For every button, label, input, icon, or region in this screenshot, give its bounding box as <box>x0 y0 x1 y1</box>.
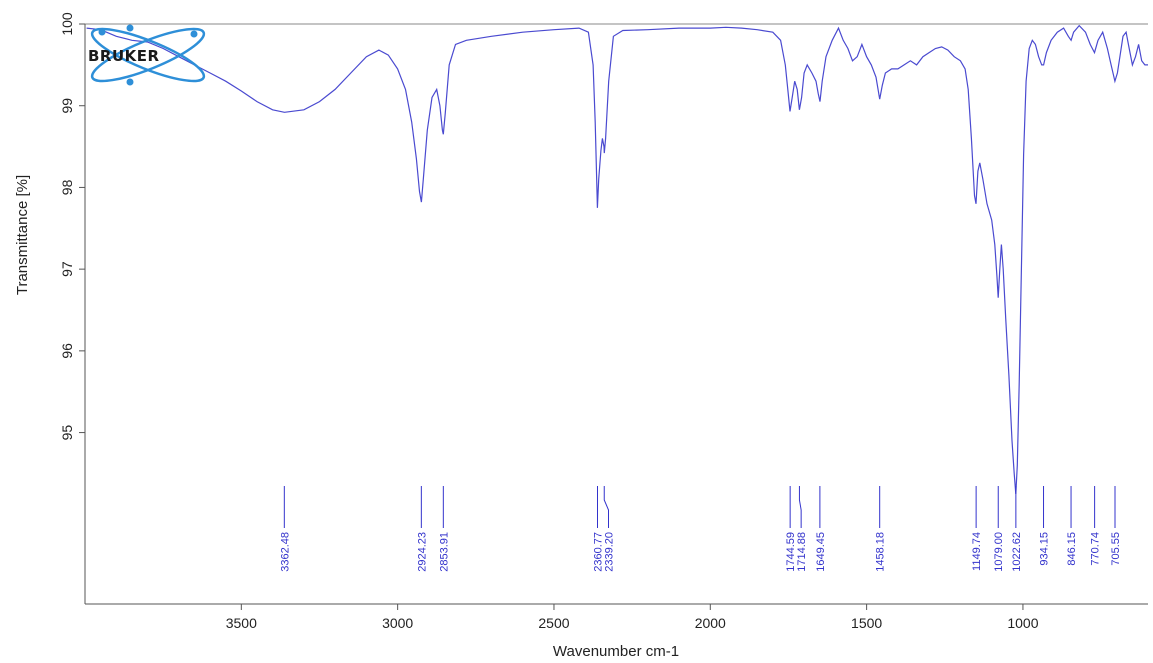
logo-electron <box>126 24 134 32</box>
logo-orbit <box>90 27 206 83</box>
peak-label: 3362.48 <box>279 532 291 572</box>
peak-markers: 3362.48 2924.23 2853.91 2360.77 2339.20 1744.… <box>279 486 1122 572</box>
peak-marker-line <box>798 486 802 528</box>
x-axis-ticks: 3500 3000 2500 2000 1500 1000 <box>226 604 1039 631</box>
y-tick-label: 95 <box>59 425 75 441</box>
plot-frame <box>84 23 1148 605</box>
peak-marker-line <box>603 486 609 528</box>
x-tick-label: 1000 <box>1007 615 1038 631</box>
y-tick-label: 96 <box>59 343 75 359</box>
x-tick-label: 3500 <box>226 615 257 631</box>
peak-label: 934.15 <box>1039 532 1051 566</box>
y-tick-label: 98 <box>59 179 75 195</box>
spectrum-line <box>86 24 1148 494</box>
y-tick-label: 100 <box>59 12 75 36</box>
peak-label: 1714.88 <box>796 532 808 572</box>
logo-text: BRUKER <box>88 47 160 65</box>
peak-label: 2853.91 <box>438 532 450 572</box>
logo-electron <box>98 28 106 36</box>
peak-label: 2924.23 <box>416 532 428 572</box>
x-tick-label: 2000 <box>695 615 726 631</box>
logo-electron <box>126 78 134 86</box>
logo-orbit <box>90 27 206 83</box>
peak-label: 1649.45 <box>815 532 827 572</box>
x-tick-label: 3000 <box>382 615 413 631</box>
peak-label: 1458.18 <box>875 532 887 572</box>
x-tick-label: 2500 <box>538 615 569 631</box>
peak-label: 1744.59 <box>785 532 797 572</box>
y-tick-label: 99 <box>59 98 75 114</box>
bruker-logo: BRUKER <box>88 24 206 86</box>
peak-label: 846.15 <box>1066 532 1078 566</box>
x-axis-label: Wavenumber cm-1 <box>553 643 679 660</box>
peak-label: 1149.74 <box>971 532 983 571</box>
peak-label: 2339.20 <box>604 532 616 572</box>
y-axis-ticks: 95 96 97 98 99 100 <box>59 12 85 440</box>
y-tick-label: 97 <box>59 261 75 277</box>
y-axis-label: Transmittance [%] <box>14 175 31 295</box>
peak-label: 2360.77 <box>593 532 605 572</box>
x-tick-label: 1500 <box>851 615 882 631</box>
peak-label: 705.55 <box>1110 532 1122 566</box>
peak-label: 1079.00 <box>993 532 1005 572</box>
peak-label: 1022.62 <box>1011 532 1023 572</box>
peak-label: 770.74 <box>1090 532 1102 566</box>
logo-electron <box>190 30 198 38</box>
